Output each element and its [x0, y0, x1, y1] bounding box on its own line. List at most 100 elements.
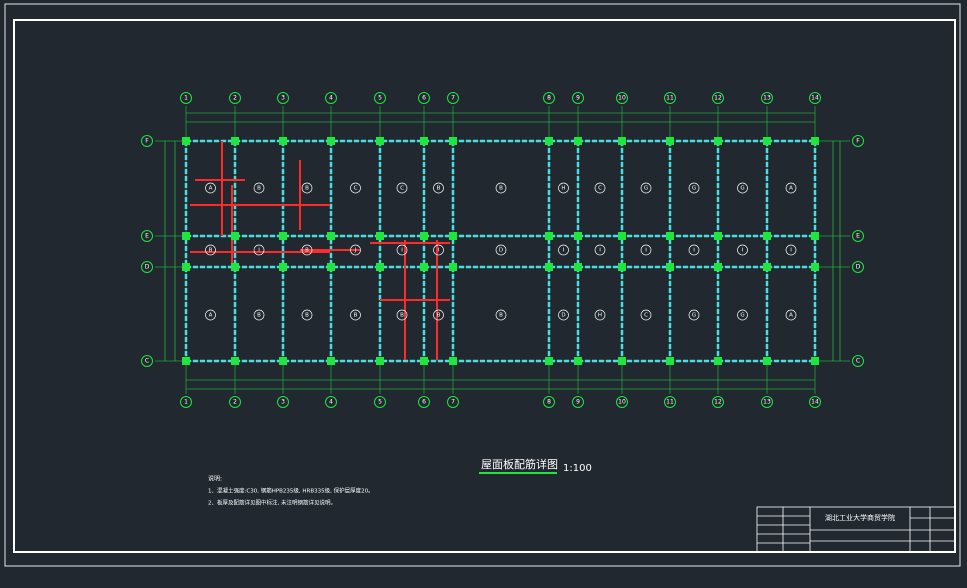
slab-marker	[350, 309, 361, 321]
slab-label: H	[561, 186, 565, 192]
slab-label: A	[789, 186, 793, 192]
column	[545, 263, 553, 271]
axis-label: F	[145, 138, 149, 145]
column	[231, 357, 239, 365]
slab-marker	[301, 244, 313, 256]
slab-marker	[640, 244, 652, 256]
axis-label: D	[856, 264, 861, 271]
axis-label: D	[145, 264, 150, 271]
slab-label: B	[257, 313, 261, 319]
axis-label: 13	[763, 399, 771, 406]
drawing-title: 屋面板配筋详图	[481, 457, 558, 471]
slab-label: G	[692, 186, 696, 192]
column	[618, 232, 626, 240]
axis-bubble	[325, 92, 337, 104]
title-block	[756, 506, 956, 553]
axis-bubble	[277, 396, 289, 408]
column	[811, 232, 819, 240]
column	[763, 357, 771, 365]
slab-label: B	[499, 313, 503, 319]
axis-label: 12	[714, 399, 722, 406]
column	[420, 137, 428, 145]
column	[420, 357, 428, 365]
inner-frame	[13, 19, 956, 553]
slab-label: G	[692, 313, 696, 319]
slab-label: B	[305, 248, 309, 254]
slab-label: B	[354, 313, 358, 319]
axis-label: 3	[281, 399, 285, 406]
column	[714, 232, 722, 240]
column	[376, 232, 384, 240]
axis-bubble	[180, 396, 192, 408]
axis-label: 9	[576, 95, 580, 102]
axis-label: 4	[329, 399, 333, 406]
axis-label: 10	[618, 399, 626, 406]
axis-label: E	[145, 233, 149, 240]
column	[666, 263, 674, 271]
axis-bubble	[374, 92, 386, 104]
axis-label: F	[856, 138, 860, 145]
axis-bubble	[325, 396, 337, 408]
slab-label: I	[599, 248, 601, 254]
slab-marker	[737, 309, 748, 321]
axis-label: 13	[763, 95, 771, 102]
column	[666, 232, 674, 240]
slab-label: I	[790, 248, 792, 254]
column	[182, 263, 190, 271]
slab-label: C	[400, 186, 404, 192]
column	[666, 137, 674, 145]
column	[811, 357, 819, 365]
axis-bubble	[852, 135, 864, 147]
axis-bubble	[141, 261, 153, 273]
column	[182, 137, 190, 145]
axis-label: 4	[329, 95, 333, 102]
column	[574, 263, 582, 271]
axis-bubble	[761, 396, 773, 408]
slab-marker	[301, 309, 313, 321]
school-name: 湖北工业大学商贸学院	[825, 513, 895, 522]
column	[231, 232, 239, 240]
slab-label: I	[645, 248, 647, 254]
axis-bubble	[809, 396, 821, 408]
column	[763, 263, 771, 271]
axis-label: 5	[378, 399, 382, 406]
column	[811, 263, 819, 271]
slab-marker	[396, 309, 408, 321]
axis-bubble	[374, 396, 386, 408]
slab-label: G	[644, 186, 648, 192]
axis-bubble	[418, 396, 430, 408]
slab-label: D	[561, 313, 565, 319]
axis-bubble	[664, 396, 676, 408]
slab-marker	[785, 244, 797, 256]
axis-bubble	[543, 92, 555, 104]
column	[545, 137, 553, 145]
slab-label: A	[209, 313, 213, 319]
axis-bubble	[852, 261, 864, 273]
slab-label: I	[438, 248, 440, 254]
axis-label: C	[856, 358, 860, 365]
slab-label: B	[499, 186, 503, 192]
column	[666, 357, 674, 365]
slab-marker	[737, 244, 748, 256]
slab-label: B	[209, 248, 213, 254]
column	[327, 357, 335, 365]
column	[420, 232, 428, 240]
slab-label: I	[693, 248, 695, 254]
axis-bubble	[616, 92, 628, 104]
slab-marker	[558, 182, 569, 194]
column	[231, 263, 239, 271]
axis-bubble	[572, 92, 584, 104]
axis-bubble	[543, 396, 555, 408]
column	[714, 263, 722, 271]
axis-label: 14	[811, 399, 819, 406]
slab-label: B	[437, 313, 441, 319]
axis-label: C	[145, 358, 149, 365]
column	[714, 357, 722, 365]
slab-label: H	[598, 313, 602, 319]
slab-marker	[558, 244, 569, 256]
note-line: 2、板厚及配筋详见图中标注, 未注明钢筋详见说明。	[208, 499, 336, 507]
slab-label: A	[209, 186, 213, 192]
axis-bubble	[141, 135, 153, 147]
